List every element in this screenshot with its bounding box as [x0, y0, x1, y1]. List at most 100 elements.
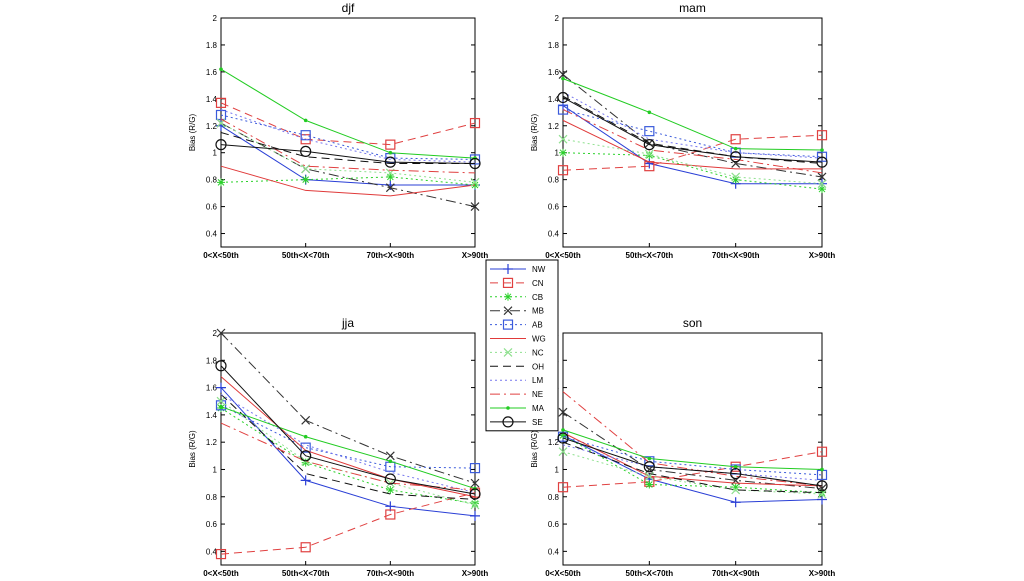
- series-line-NC: [562, 451, 823, 495]
- y-tick-label: 0.6: [548, 203, 560, 212]
- series-SE-marker: [469, 157, 481, 170]
- y-tick-label: 1.4: [206, 411, 218, 420]
- series-NC-marker: [731, 172, 741, 182]
- series-CB-marker: [559, 431, 567, 440]
- series-MA-marker: [733, 146, 738, 151]
- x-tick-label: 0<X<50th: [203, 569, 239, 576]
- series-AB-marker: [300, 130, 311, 141]
- series-SE-marker: [816, 480, 828, 492]
- x-tick-label: 70th<X<90th: [367, 569, 415, 576]
- series-MA: [219, 67, 477, 160]
- series-WG: [562, 119, 822, 170]
- series-MA-marker: [561, 76, 565, 81]
- legend-marker: [502, 277, 514, 288]
- series-line-CB: [562, 434, 823, 494]
- series-CB-marker: [301, 175, 310, 184]
- series-CN-marker: [557, 165, 569, 176]
- series-CN-marker: [300, 542, 311, 553]
- series-line-MA: [220, 68, 476, 159]
- series-CN-marker: [816, 130, 828, 141]
- series-CB-marker: [559, 148, 567, 157]
- series-SE-marker: [384, 473, 396, 485]
- y-tick-label: 2: [213, 329, 218, 338]
- series-SE-marker: [643, 139, 655, 151]
- series-line-NC: [220, 122, 476, 183]
- subplot-title: djf: [342, 1, 355, 15]
- series-MB-marker: [558, 70, 568, 80]
- series-NC-marker: [470, 500, 480, 510]
- series-WG: [220, 165, 476, 197]
- series-CB: [217, 172, 479, 190]
- series-MA: [219, 404, 477, 491]
- y-axis-label: Bias (R/G): [530, 114, 539, 152]
- series-SE-marker: [300, 145, 312, 157]
- series-line-NE: [562, 391, 823, 487]
- series-line-CB: [220, 407, 476, 505]
- legend-item-CB: CB: [490, 293, 543, 302]
- series-line-NC: [562, 138, 823, 185]
- series-OH: [220, 132, 475, 164]
- series-CB-marker: [386, 485, 395, 494]
- series-line-NW: [220, 125, 475, 186]
- series-line-CN: [220, 492, 476, 555]
- series-OH: [562, 441, 823, 494]
- y-tick-label: 1.8: [548, 41, 560, 50]
- series-line-AB: [562, 109, 823, 158]
- x-tick-label: 70th<X<90th: [712, 251, 760, 260]
- series-line-LM: [220, 393, 476, 494]
- series-SE: [557, 432, 828, 492]
- series-NC-marker: [216, 396, 226, 406]
- series-WG: [562, 432, 823, 487]
- series-NC-marker: [644, 149, 654, 159]
- series-AB: [215, 400, 481, 474]
- series-NC: [216, 396, 480, 510]
- x-tick-label: 0<X<50th: [545, 569, 581, 576]
- y-tick-label: 0.8: [206, 176, 218, 185]
- legend-item-NC: NC: [490, 347, 544, 357]
- series-NC-marker: [470, 177, 480, 187]
- series-line-SE: [562, 437, 823, 487]
- series-CN: [215, 487, 481, 560]
- series-MA-marker: [820, 467, 824, 472]
- legend-label: NC: [532, 348, 544, 357]
- series-CB-marker: [818, 185, 826, 194]
- x-tick-label: 70th<X<90th: [712, 569, 760, 576]
- series-SE: [215, 360, 481, 500]
- series-MB-marker: [385, 183, 395, 193]
- series-line-NW: [562, 105, 822, 185]
- y-tick-label: 0.4: [206, 547, 218, 556]
- series-AB-marker: [557, 104, 569, 115]
- series-MB: [558, 70, 827, 182]
- series-MA-marker: [303, 118, 308, 123]
- series-line-OH: [562, 441, 823, 494]
- series-CN-marker: [215, 97, 227, 108]
- series-line-WG: [220, 376, 476, 498]
- series-NC: [558, 447, 827, 499]
- series-line-MB: [562, 411, 823, 490]
- plot-frame: [562, 332, 823, 566]
- y-tick-label: 0.8: [548, 176, 560, 185]
- series-MA-marker: [388, 150, 393, 155]
- legend-item-OH: OH: [490, 362, 544, 371]
- series-line-LM: [562, 91, 823, 159]
- series-SE-marker: [730, 467, 742, 480]
- series-CB-marker: [471, 499, 479, 508]
- series-AB-marker: [469, 463, 481, 474]
- series-LM: [220, 109, 476, 163]
- x-tick-label: 50th<X<70th: [626, 569, 674, 576]
- legend-label: AB: [532, 321, 543, 330]
- y-tick-label: 0.8: [206, 493, 218, 502]
- series-NE: [220, 118, 476, 174]
- legend-label: LM: [532, 376, 543, 385]
- y-tick-label: 1.2: [548, 122, 560, 131]
- series-SE-marker: [730, 151, 742, 163]
- series-CB: [559, 148, 826, 194]
- legend-marker: [503, 347, 513, 357]
- series-LM: [562, 91, 823, 159]
- series-MA-marker: [219, 67, 223, 71]
- series-MA-marker: [647, 456, 652, 461]
- y-tick-label: 1.2: [206, 438, 218, 447]
- series-NC: [558, 134, 827, 189]
